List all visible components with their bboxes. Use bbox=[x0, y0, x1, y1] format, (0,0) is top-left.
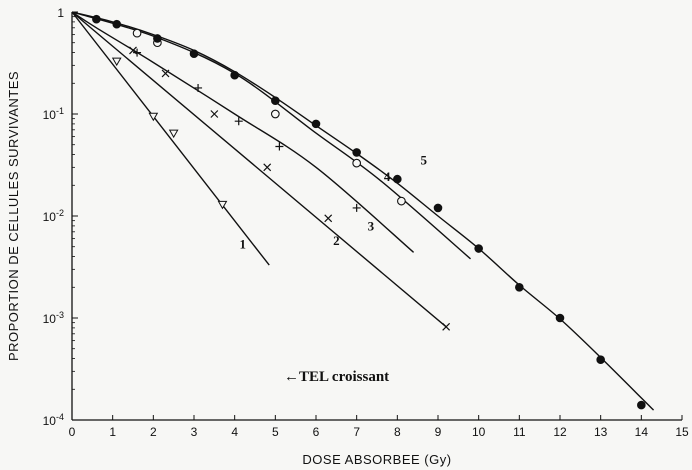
point-series-3 bbox=[194, 83, 203, 92]
point-series-5 bbox=[433, 203, 443, 213]
x-tick-label: 4 bbox=[231, 425, 238, 439]
x-tick-label: 3 bbox=[191, 425, 198, 439]
point-series-5 bbox=[112, 19, 122, 29]
curve-labels: 1 2 3 4 5 bbox=[240, 152, 428, 251]
point-series-5 bbox=[393, 174, 402, 184]
point-series-5 bbox=[637, 400, 646, 410]
x-tick-label: 14 bbox=[635, 425, 649, 439]
point-series-1 bbox=[111, 57, 122, 67]
y-tick-label: 10-3 bbox=[43, 310, 64, 326]
x-tick-label: 5 bbox=[272, 425, 279, 439]
x-tick-label: 7 bbox=[353, 425, 360, 439]
point-series-4 bbox=[352, 158, 362, 168]
x-tick-label: 9 bbox=[435, 425, 442, 439]
y-tick-label: 10-4 bbox=[43, 412, 64, 428]
point-series-5 bbox=[153, 34, 162, 43]
tel-annotation: ←TEL croissant bbox=[284, 369, 389, 385]
point-series-5 bbox=[92, 14, 101, 24]
x-tick-label: 1 bbox=[109, 425, 116, 439]
x-tick-label: 6 bbox=[313, 425, 320, 439]
point-series-5 bbox=[189, 49, 199, 59]
curve-label-4: 4 bbox=[384, 169, 391, 184]
point-series-2 bbox=[324, 214, 333, 223]
x-tick-label: 8 bbox=[394, 425, 401, 439]
point-series-1 bbox=[148, 112, 159, 122]
point-series-4 bbox=[132, 28, 142, 38]
point-series-5 bbox=[515, 282, 524, 292]
point-series-1 bbox=[168, 129, 179, 139]
x-tick-label: 10 bbox=[472, 425, 486, 439]
curve-label-3: 3 bbox=[368, 219, 375, 234]
point-series-4 bbox=[270, 109, 280, 119]
curve-5 bbox=[71, 11, 655, 411]
curve-1 bbox=[71, 11, 270, 266]
point-series-2 bbox=[442, 322, 451, 331]
x-tick-label: 13 bbox=[594, 425, 608, 439]
point-series-5 bbox=[474, 244, 483, 253]
point-series-5 bbox=[230, 70, 239, 80]
point-series-3 bbox=[234, 117, 243, 126]
x-tick-label: 15 bbox=[675, 425, 689, 439]
curve-2 bbox=[71, 11, 447, 328]
fitted-curves bbox=[71, 11, 655, 411]
point-series-3 bbox=[352, 203, 361, 212]
point-series-2 bbox=[210, 110, 219, 118]
x-axis-title: DOSE ABSORBEE (Gy) bbox=[302, 452, 451, 467]
point-series-5 bbox=[352, 148, 361, 157]
y-tick-label: 10-1 bbox=[43, 106, 64, 122]
point-series-5 bbox=[596, 355, 605, 365]
point-series-1 bbox=[217, 200, 228, 210]
data-points bbox=[92, 14, 646, 410]
x-tick-label: 2 bbox=[150, 425, 157, 439]
y-tick-label: 10-2 bbox=[43, 208, 64, 224]
curve-label-2: 2 bbox=[333, 233, 340, 248]
point-series-3 bbox=[275, 142, 284, 151]
y-tick-label: 1 bbox=[57, 6, 64, 20]
point-series-4 bbox=[397, 196, 406, 206]
x-tick-label: 11 bbox=[513, 425, 526, 439]
curve-label-5: 5 bbox=[421, 152, 428, 167]
point-series-5 bbox=[311, 119, 321, 129]
x-tick-label: 12 bbox=[553, 425, 567, 439]
point-series-5 bbox=[271, 96, 280, 106]
point-series-2 bbox=[263, 163, 272, 172]
curve-label-1: 1 bbox=[240, 237, 247, 252]
x-tick-label: 0 bbox=[69, 425, 76, 439]
curve-3 bbox=[71, 11, 415, 253]
point-series-5 bbox=[555, 313, 565, 323]
point-series-3 bbox=[133, 48, 142, 57]
point-series-2 bbox=[161, 69, 170, 78]
y-axis-title: PROPORTION DE CELLULES SURVIVANTES bbox=[6, 71, 21, 361]
